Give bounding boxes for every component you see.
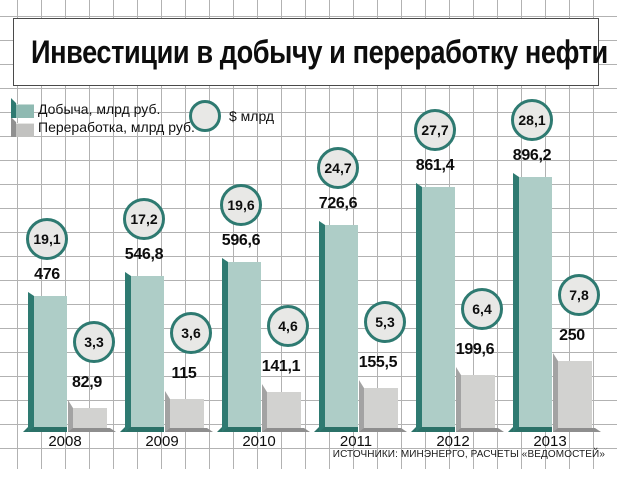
legend-processing-label: Переработка, млрд руб. xyxy=(38,119,195,135)
processing-value-label-2013: 250 xyxy=(559,327,585,344)
extraction-usd-circle-2011: 24,7 xyxy=(317,147,359,189)
processing-bar-2010 xyxy=(262,384,301,432)
processing-value-label-2009: 115 xyxy=(171,365,197,382)
extraction-bar-base-2009 xyxy=(120,427,125,432)
processing-bar-shadow-2010 xyxy=(301,428,310,432)
legend-usd-label: $ млрд xyxy=(229,108,275,124)
processing-value-label-2011: 155,5 xyxy=(358,354,398,371)
processing-bar-shadow-2011 xyxy=(398,428,407,432)
extraction-usd-circle-2013: 28,1 xyxy=(511,99,553,141)
processing-usd-circle-2008: 3,3 xyxy=(73,321,115,363)
processing-usd-circle-2011: 5,3 xyxy=(364,301,406,343)
extraction-value-label-2009: 546,8 xyxy=(124,246,164,263)
extraction-value-label-2012: 861,4 xyxy=(415,157,455,174)
source-note: ИСТОЧНИКИ: МИНЭНЕРГО, РАСЧЕТЫ «ВЕДОМОСТЕ… xyxy=(332,449,605,460)
processing-value-label-2010: 141,1 xyxy=(261,358,301,375)
extraction-usd-circle-2008: 19,1 xyxy=(26,218,68,260)
processing-usd-circle-2013: 7,8 xyxy=(558,274,600,316)
chart-title: Инвестиции в добычу и переработку нефти xyxy=(31,33,608,70)
processing-bar-2011 xyxy=(359,380,398,432)
processing-bar-shadow-2009 xyxy=(204,428,213,432)
extraction-bar-2010 xyxy=(222,258,261,432)
extraction-usd-circle-2012: 27,7 xyxy=(414,109,456,151)
extraction-value-label-2010: 596,6 xyxy=(221,232,261,249)
year-label-2008: 2008 xyxy=(48,433,82,450)
extraction-bar-2008 xyxy=(28,292,67,432)
extraction-bar-base-2010 xyxy=(217,427,222,432)
usd-legend-circle-icon xyxy=(189,100,221,132)
processing-usd-circle-2012: 6,4 xyxy=(461,288,503,330)
processing-bar-2012 xyxy=(456,367,495,432)
extraction-usd-circle-2009: 17,2 xyxy=(123,198,165,240)
year-label-2009: 2009 xyxy=(145,433,179,450)
extraction-value-label-2011: 726,6 xyxy=(318,195,358,212)
processing-bar-shadow-2008 xyxy=(107,428,116,432)
processing-value-label-2012: 199,6 xyxy=(455,341,495,358)
year-label-2012: 2012 xyxy=(436,433,470,450)
year-label-2010: 2010 xyxy=(242,433,276,450)
extraction-bar-base-2012 xyxy=(411,427,416,432)
extraction-bar-2013 xyxy=(513,173,552,432)
title-box: Инвестиции в добычу и переработку нефти xyxy=(13,18,608,86)
processing-value-label-2008: 82,9 xyxy=(72,374,102,391)
extraction-value-label-2008: 476 xyxy=(34,266,60,283)
processing-usd-circle-2009: 3,6 xyxy=(170,312,212,354)
extraction-bar-base-2013 xyxy=(508,427,513,432)
processing-bar-shadow-2013 xyxy=(592,428,601,432)
extraction-bar-base-2011 xyxy=(314,427,319,432)
year-label-2013: 2013 xyxy=(533,433,567,450)
processing-bar-2013 xyxy=(553,353,592,432)
legend-extraction-label: Добыча, млрд руб. xyxy=(38,101,161,117)
extraction-bar-2011 xyxy=(319,221,358,432)
extraction-bar-base-2008 xyxy=(23,427,28,432)
extraction-bar-2009 xyxy=(125,272,164,432)
year-label-2011: 2011 xyxy=(339,433,373,450)
extraction-usd-circle-2010: 19,6 xyxy=(220,184,262,226)
extraction-bar-2012 xyxy=(416,183,455,432)
processing-bar-shadow-2012 xyxy=(495,428,504,432)
processing-usd-circle-2010: 4,6 xyxy=(267,305,309,347)
extraction-value-label-2013: 896,2 xyxy=(512,147,552,164)
